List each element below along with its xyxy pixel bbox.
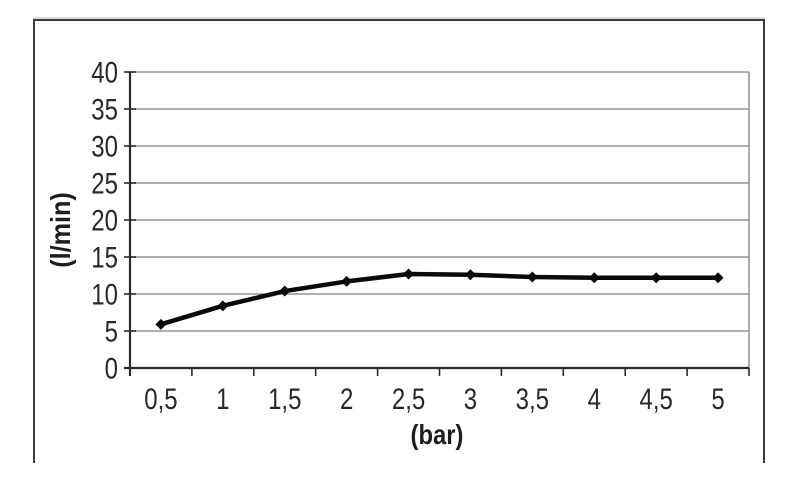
x-tick-label: 3: [464, 381, 477, 415]
data-point-marker: [464, 269, 476, 281]
x-tick-label: 4: [588, 381, 601, 415]
data-point-marker: [341, 275, 353, 287]
x-tick-label: 5: [711, 381, 724, 415]
y-tick-label: 15: [91, 240, 118, 274]
x-tick-label: 3,5: [516, 381, 549, 415]
x-tick-label: 2,5: [392, 381, 425, 415]
data-point-marker: [588, 272, 600, 284]
x-tick-label: 1: [216, 381, 229, 415]
y-tick-label: 25: [91, 166, 118, 200]
series-line: [160, 271, 719, 327]
x-tick-label: 4,5: [639, 381, 672, 415]
x-tick-label: 0,5: [144, 381, 177, 415]
y-tick-label: 10: [91, 277, 118, 311]
y-tick-label: 0: [105, 351, 118, 385]
data-point-marker: [279, 285, 291, 297]
x-tick-label: 1,5: [268, 381, 301, 415]
data-point-marker: [403, 268, 415, 280]
data-point-marker: [155, 318, 167, 330]
data-point-marker: [712, 272, 724, 284]
y-tick-label: 5: [105, 314, 118, 348]
data-point-marker: [650, 272, 662, 284]
x-axis-title: (bar): [410, 419, 464, 450]
y-tick-label: 30: [91, 129, 118, 163]
y-tick-label: 40: [91, 55, 118, 89]
y-tick-label: 35: [91, 92, 118, 126]
data-point-marker: [217, 300, 229, 312]
x-tick-label: 2: [340, 381, 353, 415]
y-axis-title: (l/min): [45, 192, 76, 268]
chart-frame: [33, 19, 765, 463]
data-point-marker: [526, 271, 538, 283]
y-tick-label: 20: [91, 203, 118, 237]
